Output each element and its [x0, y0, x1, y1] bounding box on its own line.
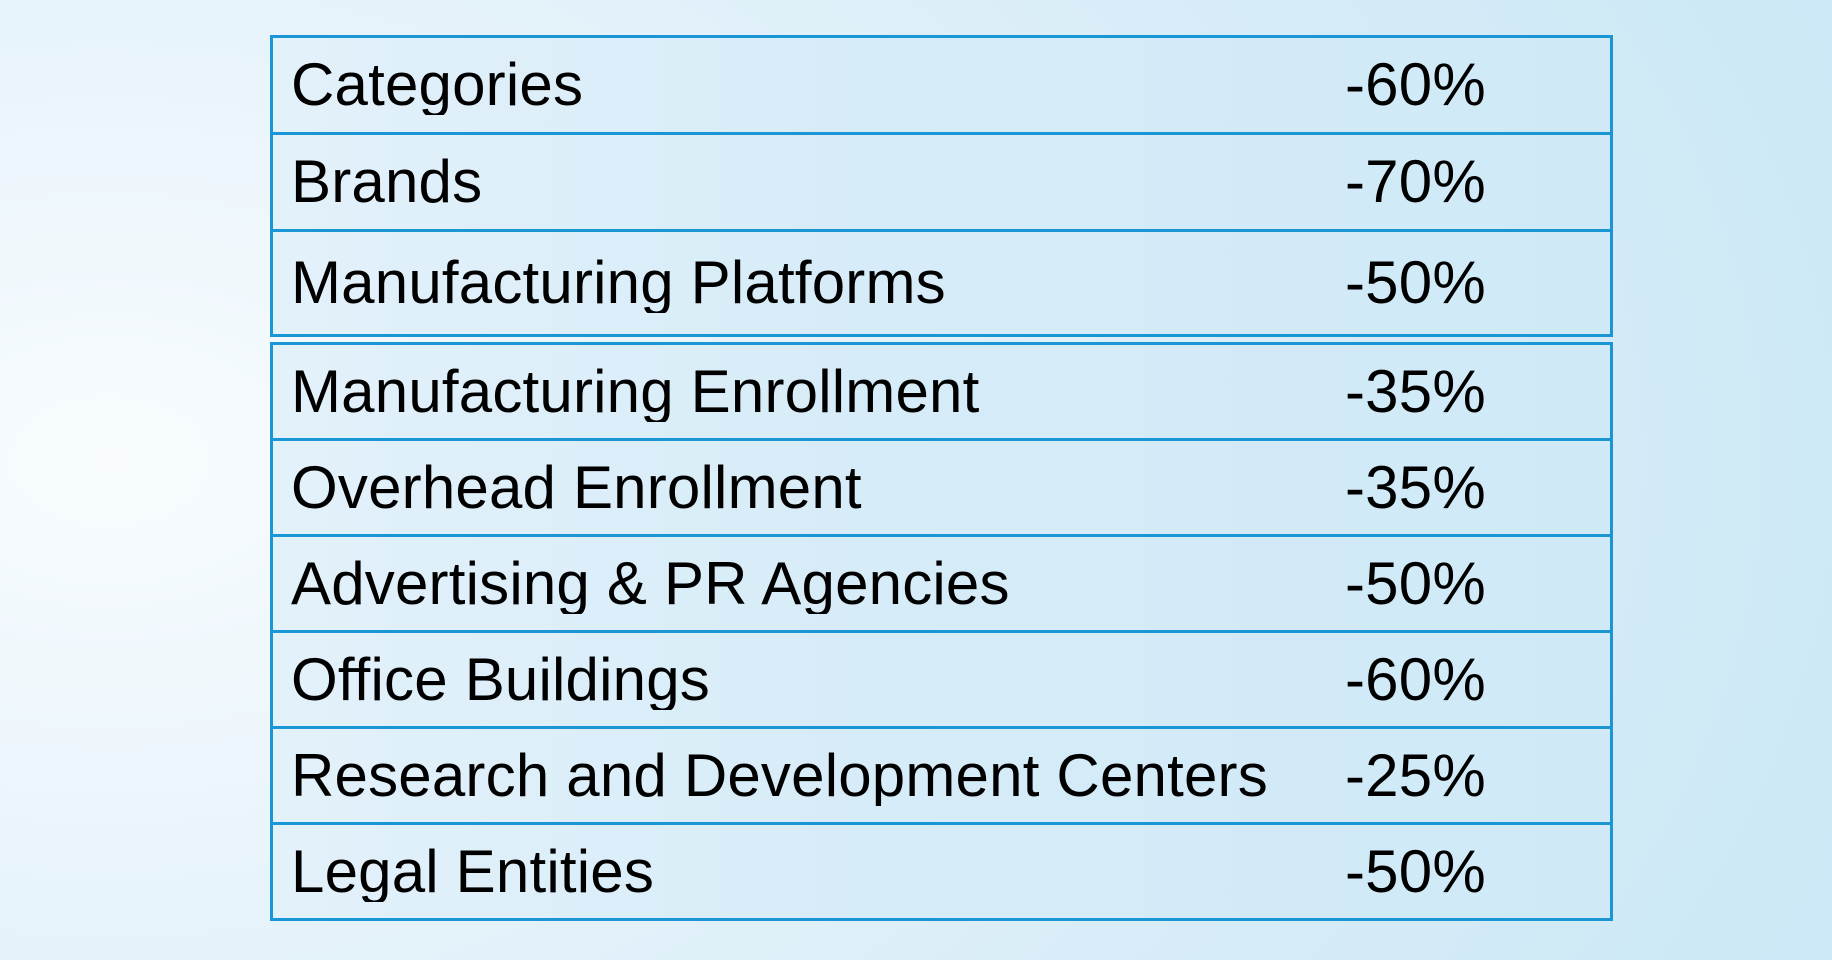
table-row: Legal Entities -50%: [273, 825, 1610, 918]
row-label: Manufacturing Enrollment: [291, 361, 980, 422]
row-label: Research and Development Centers: [291, 745, 1268, 806]
row-value: -60%: [1345, 51, 1486, 118]
row-label: Categories: [291, 55, 584, 115]
row-label: Overhead Enrollment: [291, 457, 862, 518]
row-value: -60%: [1345, 645, 1486, 713]
row-value: -70%: [1345, 148, 1486, 215]
table-row: Brands -70%: [273, 135, 1610, 232]
table-row: Office Buildings -60%: [273, 633, 1610, 729]
table-row: Overhead Enrollment -35%: [273, 441, 1610, 537]
row-value: -50%: [1345, 837, 1486, 905]
row-value: -35%: [1345, 453, 1486, 521]
row-value: -35%: [1345, 357, 1486, 425]
table-row: Manufacturing Enrollment -35%: [273, 345, 1610, 441]
table-row: Manufacturing Platforms -50%: [273, 232, 1610, 334]
row-value: -25%: [1345, 741, 1486, 809]
row-label: Advertising & PR Agencies: [291, 553, 1010, 614]
table-row: Categories -60%: [273, 38, 1610, 135]
row-label: Manufacturing Platforms: [291, 253, 946, 313]
row-label: Brands: [291, 152, 483, 212]
row-value: -50%: [1345, 249, 1486, 316]
row-label: Legal Entities: [291, 841, 655, 902]
reduction-table: Categories -60% Brands -70% Manufacturin…: [270, 35, 1613, 921]
row-label: Office Buildings: [291, 649, 710, 710]
table-row: Research and Development Centers -25%: [273, 729, 1610, 825]
table-group-1: Categories -60% Brands -70% Manufacturin…: [270, 35, 1613, 337]
table-row: Advertising & PR Agencies -50%: [273, 537, 1610, 633]
row-value: -50%: [1345, 549, 1486, 617]
table-group-2: Manufacturing Enrollment -35% Overhead E…: [270, 342, 1613, 921]
